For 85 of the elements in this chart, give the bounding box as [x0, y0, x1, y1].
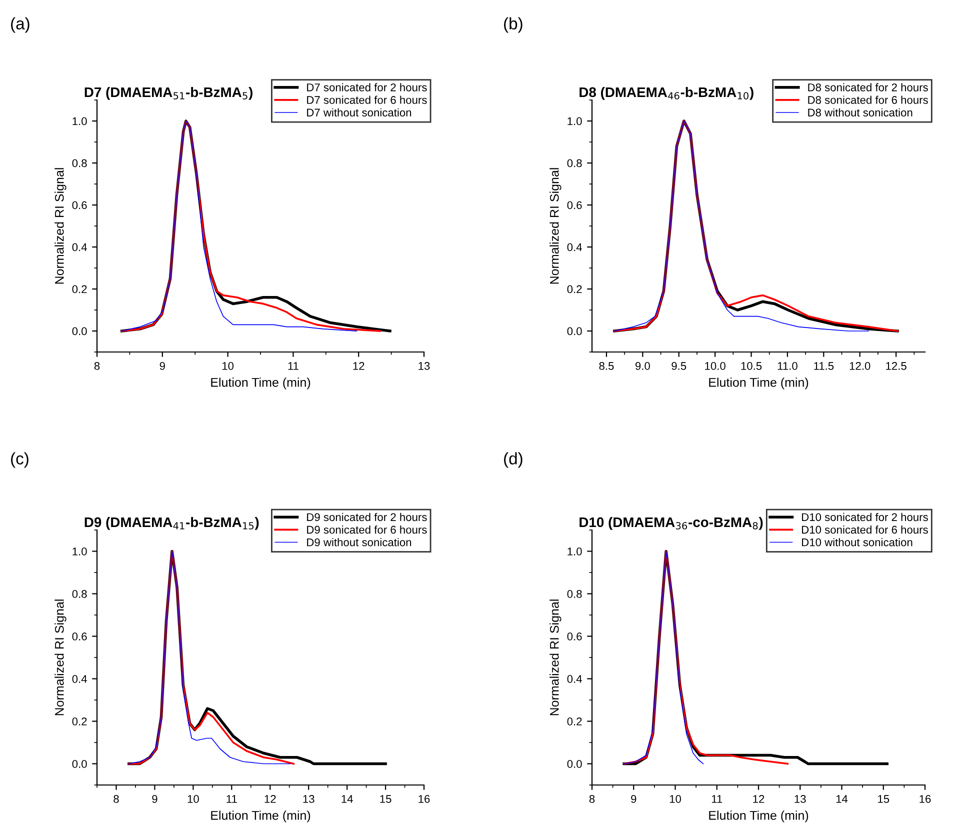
x-tick-label: 11 [712, 795, 722, 803]
y-axis-title: Normalized RI Signal [54, 600, 66, 716]
y-tick-label: 0.4 [567, 243, 582, 252]
y-tick-label: 0.8 [567, 590, 582, 598]
chart-title: D7 (DMAEMA$_{51}$-b-BzMA$_{5}$) [84, 86, 252, 100]
y-axis-title: Normalized RI Signal [54, 168, 66, 284]
y-tick-label: 0.0 [72, 760, 87, 768]
text: (a) [11, 17, 30, 33]
x-tick-label: 16 [920, 795, 931, 803]
x-tick-label: 12.0 [850, 362, 870, 370]
x-tick-label: 14 [836, 795, 848, 803]
y-tick-label: 0.6 [72, 201, 87, 210]
x-tick-label: 10.5 [741, 362, 762, 370]
x-tick-label: 11 [288, 362, 298, 370]
y-tick-label: 0.4 [72, 675, 87, 683]
y-tick-label: 1.0 [568, 117, 582, 126]
x-tick-label: 13 [794, 795, 806, 803]
y-axis-title: Normalized RI Signal [550, 600, 562, 716]
legend-label: D9 without sonication [307, 538, 412, 546]
y-tick-label: 0.2 [72, 718, 87, 726]
x-tick-label: 8 [114, 795, 119, 803]
x-axis-title: Elution Time (min) [709, 378, 808, 390]
y-tick-label: 0.8 [72, 590, 87, 598]
y-tick-label: 0.8 [72, 159, 87, 168]
x-axis-title: Elution Time (min) [211, 810, 310, 822]
x-tick-label: 10 [222, 362, 234, 370]
x-tick-label: 12 [264, 795, 276, 803]
x-tick-label: 14 [342, 795, 353, 803]
chart-title: D9 (DMAEMA$_{41}$-b-BzMA$_{15}$) [84, 516, 259, 530]
y-tick-label: 0.8 [567, 159, 582, 168]
y-tick-label: 0.2 [567, 718, 582, 726]
legend-label: D10 without sonication [802, 538, 912, 546]
x-tick-label: 11 [226, 795, 237, 803]
y-tick-label: 0.4 [72, 243, 87, 252]
x-tick-label: 15 [380, 795, 392, 803]
y-tick-label: 0.2 [72, 285, 87, 294]
x-tick-label: 9 [160, 362, 165, 370]
legend-label: D7 without sonication [307, 108, 412, 116]
text: (c) [11, 452, 28, 468]
y-tick-label: 0.2 [567, 285, 582, 294]
y-tick-label: 0.4 [567, 675, 582, 683]
legend-label: D10 sonicated for 2 hours [802, 512, 928, 522]
x-tick-label: 9 [152, 795, 158, 803]
x-tick-label: 9.0 [635, 362, 650, 370]
x-tick-label: 11.0 [778, 362, 798, 370]
legend-label: D10 sonicated for 6 hours [802, 526, 928, 534]
x-tick-label: 11.5 [814, 362, 834, 370]
legend-label: D9 sonicated for 6 hours [307, 526, 427, 534]
y-tick-label: 0.0 [72, 327, 87, 336]
x-tick-label: 12.5 [886, 362, 906, 370]
y-tick-label: 1.0 [72, 548, 87, 556]
y-tick-label: 0.6 [72, 632, 87, 640]
x-tick-label: 8.5 [599, 362, 614, 370]
text: (d) [504, 452, 522, 468]
x-tick-label: 13 [418, 362, 430, 370]
x-axis-title: Elution Time (min) [709, 810, 808, 822]
text: (b) [504, 17, 522, 33]
y-tick-label: 0.0 [567, 327, 582, 336]
legend-label: D7 sonicated for 2 hours [307, 83, 427, 92]
x-tick-label: 8 [589, 795, 595, 803]
legend-label: D9 sonicated for 2 hours [307, 512, 427, 522]
chart-title: D8 (DMAEMA$_{46}$-b-BzMA$_{10}$) [580, 86, 754, 100]
legend-label: D8 sonicated for 6 hours [808, 96, 928, 104]
legend-label: D7 sonicated for 6 hours [307, 96, 427, 104]
y-tick-label: 0.0 [567, 760, 582, 768]
y-tick-label: 0.6 [567, 201, 582, 210]
x-tick-label: 12 [353, 362, 364, 370]
y-tick-label: 1.0 [568, 548, 582, 556]
x-axis-title: Elution Time (min) [211, 378, 310, 390]
y-tick-label: 1.0 [72, 117, 87, 126]
y-tick-label: 0.6 [567, 632, 582, 640]
x-tick-label: 15 [878, 795, 890, 803]
x-tick-label: 8 [94, 362, 100, 370]
x-tick-label: 13 [303, 795, 314, 803]
legend-label: D8 without sonication [808, 108, 912, 116]
x-tick-label: 10.0 [705, 362, 726, 370]
x-tick-label: 12 [753, 795, 764, 803]
x-tick-label: 10 [670, 795, 681, 803]
chart-title: D10 (DMAEMA$_{36}$-co-BzMA$_{8}$) [580, 516, 763, 530]
x-tick-label: 16 [418, 795, 430, 803]
y-axis-title: Normalized RI Signal [550, 168, 562, 284]
legend-label: D8 sonicated for 2 hours [808, 83, 928, 92]
x-tick-label: 9.5 [672, 362, 686, 370]
x-tick-label: 9 [631, 795, 636, 803]
x-tick-label: 10 [188, 795, 199, 803]
